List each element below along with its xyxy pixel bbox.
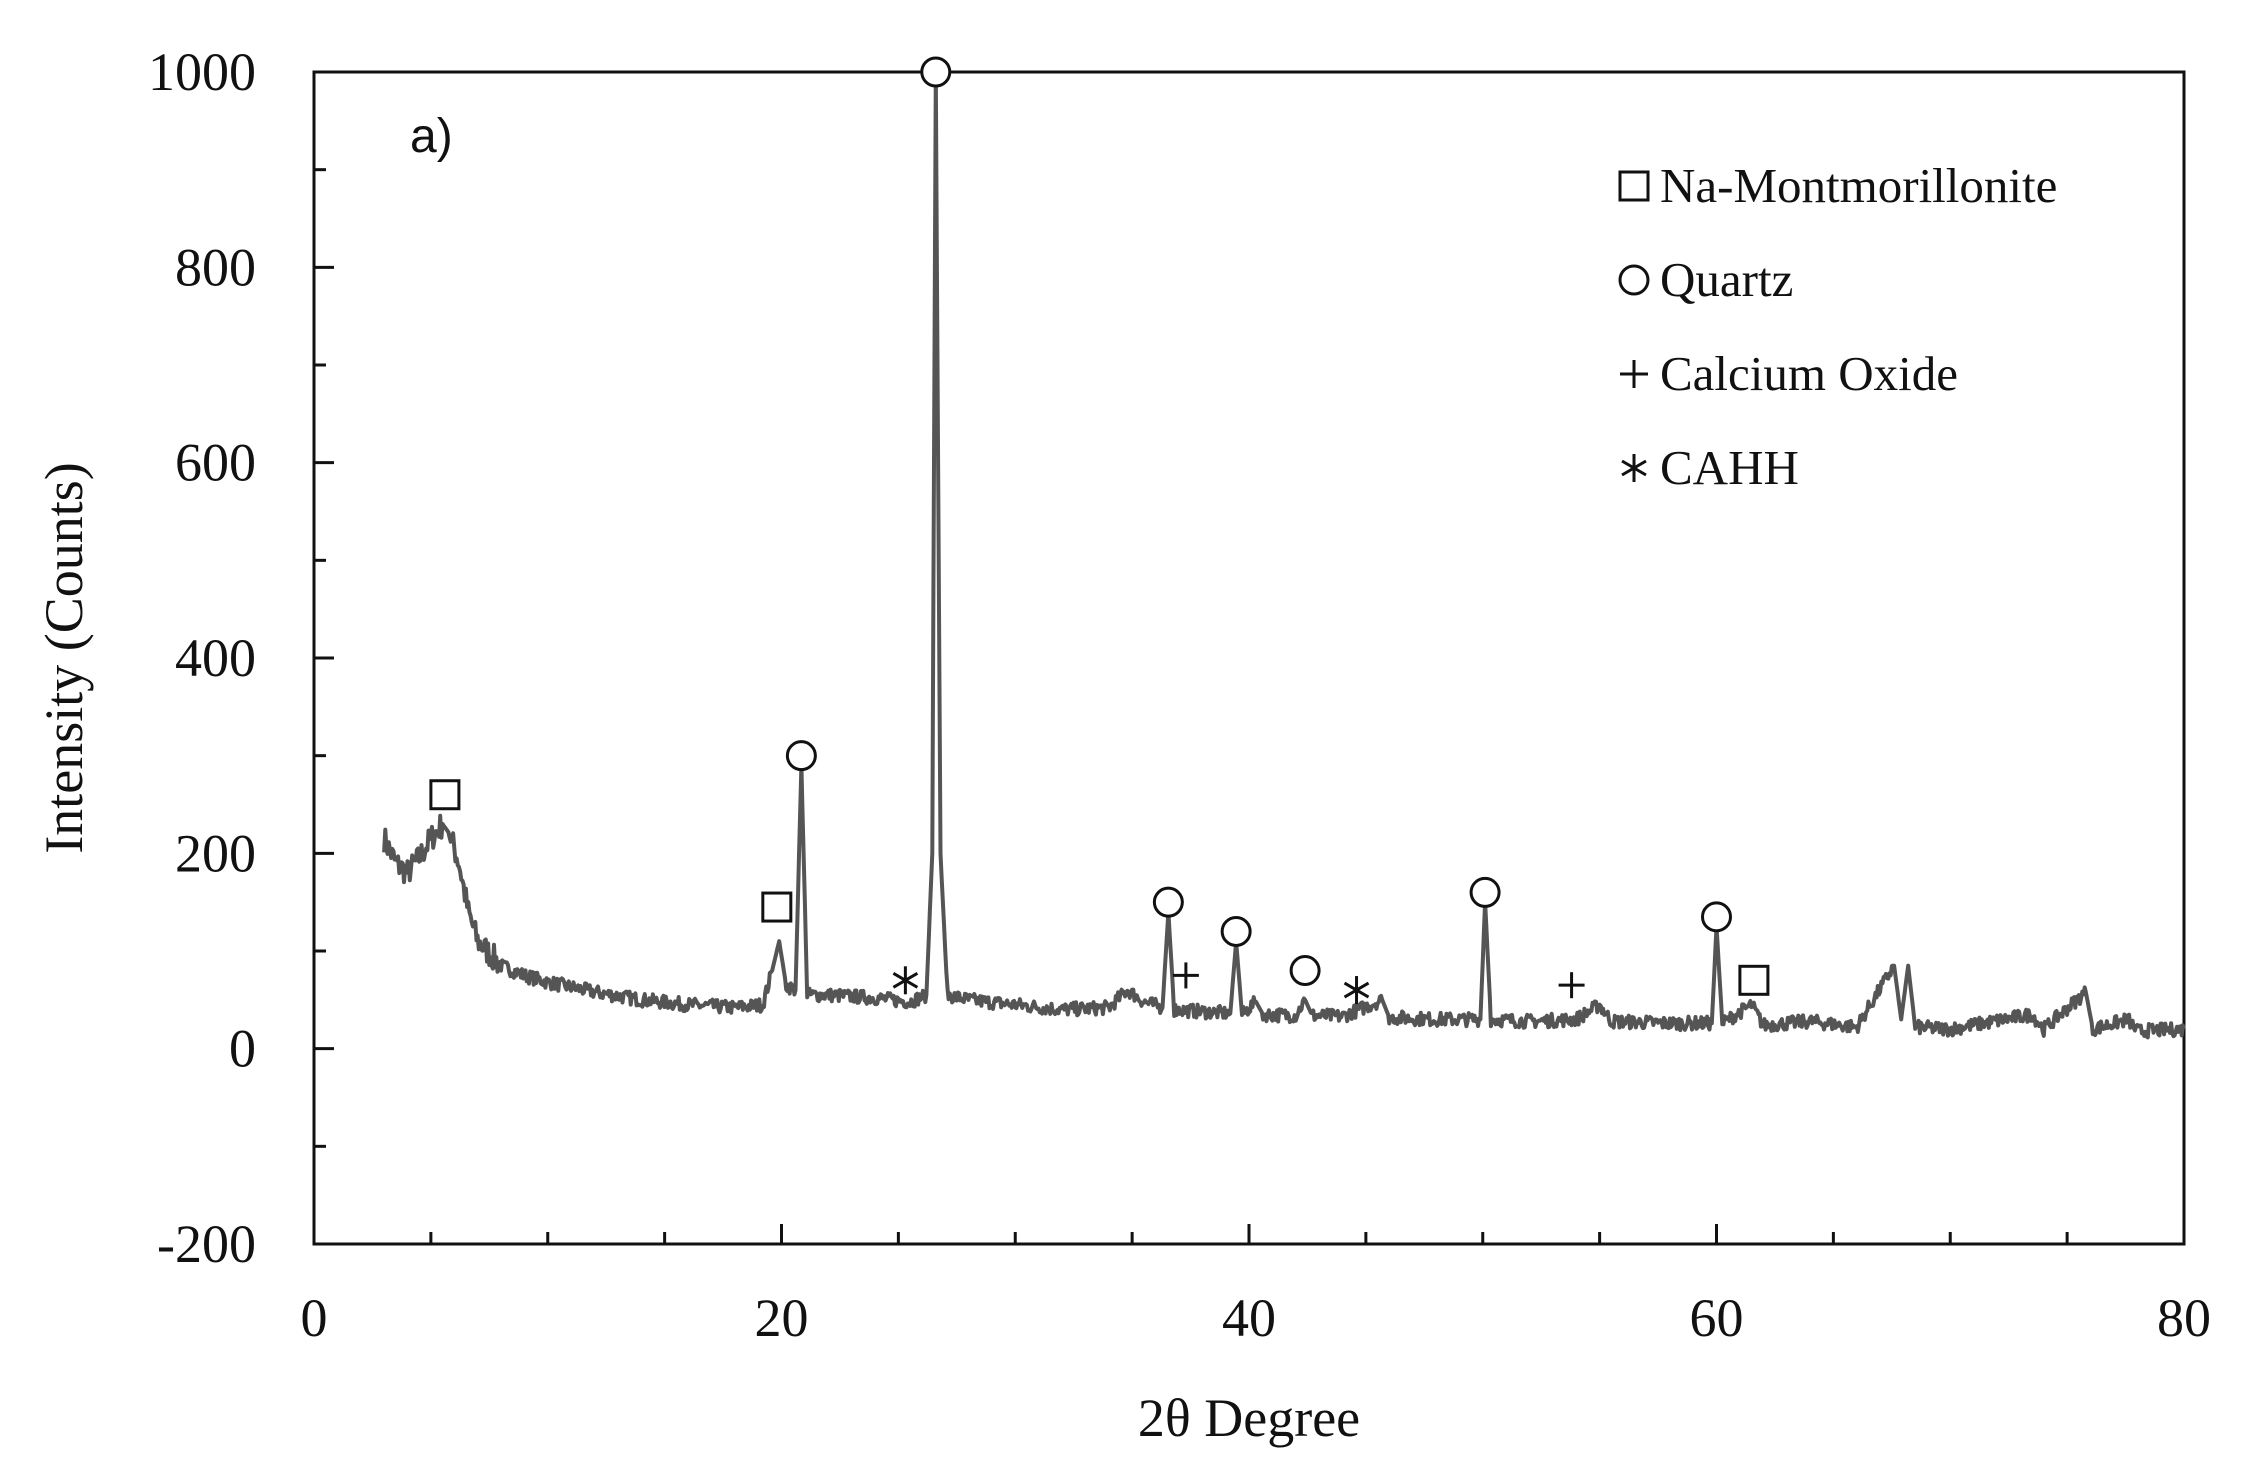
square-marker-icon [1618, 170, 1650, 202]
x-axis-tick-labels: 0 20 40 60 80 [301, 1288, 2212, 1348]
legend: Na-Montmorillonite Quartz Calcium Oxide … [1618, 158, 2057, 495]
circle-marker [1701, 901, 1732, 933]
x-tick-label: 60 [1690, 1288, 1744, 1348]
legend-label: Quartz [1660, 252, 1793, 307]
legend-item-cahh: CAHH [1621, 440, 1799, 495]
plus-marker [1558, 972, 1585, 999]
phase-markers [429, 56, 1770, 1005]
asterisk-marker [892, 966, 919, 995]
circle-marker-icon [1618, 264, 1650, 296]
asterisk-marker-icon [1621, 454, 1647, 482]
y-tick-label: 800 [175, 237, 256, 297]
y-tick-label: 0 [229, 1019, 256, 1079]
circle-marker [1220, 915, 1252, 947]
y-tick-label: 400 [175, 628, 256, 688]
y-axis-title: Intensity (Counts) [34, 462, 94, 853]
legend-label: CAHH [1660, 440, 1799, 495]
legend-item-na-montmorillonite: Na-Montmorillonite [1618, 158, 2057, 213]
circle-marker [785, 740, 817, 772]
legend-item-quartz: Quartz [1618, 252, 1793, 307]
circle-marker [1469, 876, 1501, 908]
square-marker [1738, 964, 1770, 996]
x-axis-title: 2θ Degree [1138, 1388, 1360, 1448]
y-tick-label: -200 [157, 1214, 256, 1274]
circle-marker [920, 56, 952, 88]
legend-label: Na-Montmorillonite [1660, 158, 2057, 213]
series-line [382, 70, 2186, 1040]
x-tick-label: 80 [2157, 1288, 2211, 1348]
legend-label: Calcium Oxide [1660, 346, 1958, 401]
plus-marker-icon [1620, 360, 1648, 388]
y-tick-label: 1000 [148, 42, 256, 102]
x-axis-ticks [312, 1224, 2186, 1244]
circle-marker [1289, 955, 1321, 987]
x-tick-label: 40 [1222, 1288, 1276, 1348]
square-marker [429, 779, 461, 811]
asterisk-marker [1343, 976, 1370, 1005]
x-tick-label: 20 [755, 1288, 809, 1348]
panel-label: a) [410, 110, 453, 163]
plot-area-frame [312, 70, 2186, 1246]
y-axis-ticks [314, 70, 334, 1246]
y-axis-tick-labels: -200 0 200 400 600 800 1000 [148, 42, 256, 1274]
square-marker [761, 891, 793, 923]
legend-item-calcium-oxide: Calcium Oxide [1620, 346, 1958, 401]
x-tick-label: 0 [301, 1288, 328, 1348]
plus-marker [1172, 962, 1199, 989]
y-tick-label: 200 [175, 823, 256, 883]
y-tick-label: 600 [175, 433, 256, 493]
circle-marker [1152, 886, 1184, 918]
